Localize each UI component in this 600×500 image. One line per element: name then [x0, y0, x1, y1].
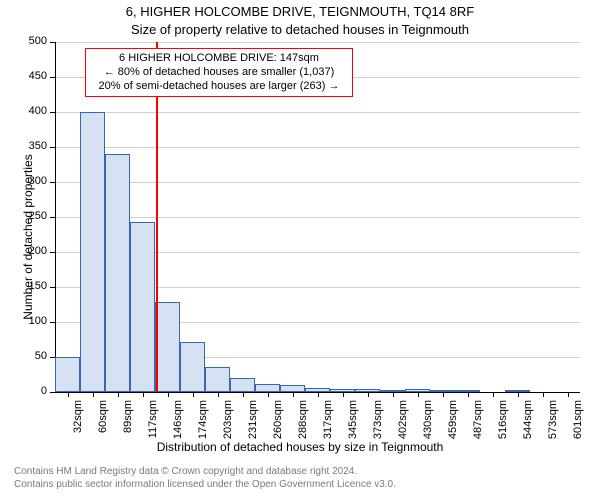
y-axis-label: Number of detached properties [21, 137, 35, 337]
histogram-bar [55, 357, 80, 392]
x-tick [168, 392, 169, 397]
gridline [55, 217, 580, 218]
y-tick-label: 200 [15, 245, 47, 257]
gridline [55, 182, 580, 183]
y-tick-label: 150 [15, 280, 47, 292]
x-tick [518, 392, 519, 397]
y-tick-label: 50 [15, 350, 47, 362]
y-tick-label: 0 [15, 385, 47, 397]
x-tick [268, 392, 269, 397]
x-tick [193, 392, 194, 397]
histogram-bar [155, 302, 180, 392]
property-annotation: 6 HIGHER HOLCOMBE DRIVE: 147sqm← 80% of … [85, 48, 353, 97]
footer-line-1: Contains HM Land Registry data © Crown c… [14, 465, 396, 478]
x-tick [93, 392, 94, 397]
annotation-line-1: 6 HIGHER HOLCOMBE DRIVE: 147sqm [92, 52, 346, 66]
x-tick [218, 392, 219, 397]
x-tick [568, 392, 569, 397]
x-tick [493, 392, 494, 397]
gridline [55, 42, 580, 43]
histogram-bar [80, 112, 105, 392]
x-tick [418, 392, 419, 397]
y-tick-label: 100 [15, 315, 47, 327]
attribution-footer: Contains HM Land Registry data © Crown c… [14, 465, 396, 491]
x-tick [393, 392, 394, 397]
chart-title-line1: 6, HIGHER HOLCOMBE DRIVE, TEIGNMOUTH, TQ… [0, 4, 600, 19]
histogram-bar [180, 342, 205, 392]
histogram-bar [255, 384, 280, 392]
x-tick [68, 392, 69, 397]
footer-line-2: Contains public sector information licen… [14, 478, 396, 491]
x-tick [343, 392, 344, 397]
x-axis-label: Distribution of detached houses by size … [0, 440, 600, 454]
gridline [55, 112, 580, 113]
x-tick [468, 392, 469, 397]
y-tick-label: 400 [15, 105, 47, 117]
x-tick [243, 392, 244, 397]
y-tick-label: 300 [15, 175, 47, 187]
histogram-bar [205, 367, 230, 392]
chart-title-line2: Size of property relative to detached ho… [0, 22, 600, 37]
chart-container: { "title_line1": "6, HIGHER HOLCOMBE DRI… [0, 0, 600, 500]
histogram-bar [280, 385, 305, 392]
x-tick [443, 392, 444, 397]
x-tick [118, 392, 119, 397]
x-tick [293, 392, 294, 397]
y-tick-label: 500 [15, 35, 47, 47]
y-tick-label: 250 [15, 210, 47, 222]
x-tick [543, 392, 544, 397]
x-tick [368, 392, 369, 397]
gridline [55, 147, 580, 148]
x-tick [318, 392, 319, 397]
y-axis-line [55, 42, 56, 392]
histogram-bar [105, 154, 130, 392]
x-tick [143, 392, 144, 397]
histogram-bar [230, 378, 255, 392]
y-tick-label: 350 [15, 140, 47, 152]
y-tick-label: 450 [15, 70, 47, 82]
histogram-bar [130, 222, 155, 392]
plot-area: 05010015020025030035040045050032sqm60sqm… [55, 42, 580, 392]
annotation-line-3: 20% of semi-detached houses are larger (… [92, 80, 346, 94]
annotation-line-2: ← 80% of detached houses are smaller (1,… [92, 66, 346, 80]
